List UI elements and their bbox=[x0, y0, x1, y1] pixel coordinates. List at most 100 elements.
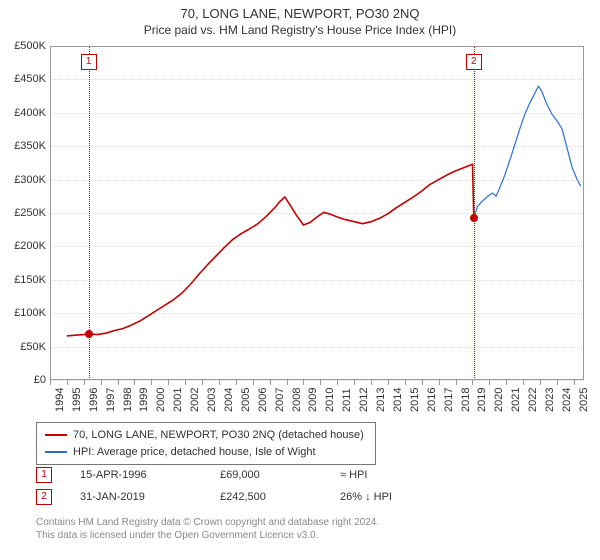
x-tick-mark bbox=[151, 380, 152, 385]
x-tick-mark bbox=[574, 380, 575, 385]
sales-row: 115-APR-1996£69,000≈ HPI bbox=[36, 464, 576, 486]
x-tick-mark bbox=[456, 380, 457, 385]
x-tick-label: 2004 bbox=[223, 388, 235, 412]
x-tick-mark bbox=[388, 380, 389, 385]
y-tick-label: £200K bbox=[2, 240, 46, 252]
x-tick-mark bbox=[439, 380, 440, 385]
x-tick-label: 2022 bbox=[527, 388, 539, 412]
sales-table: 115-APR-1996£69,000≈ HPI231-JAN-2019£242… bbox=[36, 464, 576, 508]
x-tick-label: 2018 bbox=[460, 388, 472, 412]
sale-marker bbox=[85, 330, 93, 338]
x-tick-mark bbox=[134, 380, 135, 385]
gridline-h bbox=[50, 79, 584, 80]
gridline-h bbox=[50, 347, 584, 348]
x-tick-label: 2007 bbox=[274, 388, 286, 412]
y-tick-label: £50K bbox=[2, 341, 46, 353]
gridline-h bbox=[50, 313, 584, 314]
sale-date: 15-APR-1996 bbox=[80, 469, 220, 481]
x-tick-mark bbox=[540, 380, 541, 385]
x-tick-label: 2000 bbox=[155, 388, 167, 412]
x-tick-mark bbox=[422, 380, 423, 385]
x-tick-label: 2019 bbox=[476, 388, 488, 412]
gridline-h bbox=[50, 380, 584, 381]
sale-price: £242,500 bbox=[220, 491, 340, 503]
legend-swatch bbox=[45, 434, 67, 436]
x-tick-label: 2024 bbox=[561, 388, 573, 412]
x-tick-label: 1995 bbox=[71, 388, 83, 412]
x-tick-label: 2020 bbox=[493, 388, 505, 412]
y-tick-label: £250K bbox=[2, 207, 46, 219]
x-tick-mark bbox=[303, 380, 304, 385]
sale-index-badge: 1 bbox=[36, 467, 52, 483]
x-tick-label: 2008 bbox=[291, 388, 303, 412]
x-tick-mark bbox=[202, 380, 203, 385]
x-tick-label: 1999 bbox=[138, 388, 150, 412]
x-tick-mark bbox=[50, 380, 51, 385]
gridline-h bbox=[50, 46, 584, 47]
gridline-h bbox=[50, 180, 584, 181]
x-tick-label: 2025 bbox=[578, 388, 590, 412]
x-tick-mark bbox=[219, 380, 220, 385]
x-tick-mark bbox=[253, 380, 254, 385]
x-tick-mark bbox=[185, 380, 186, 385]
y-tick-label: £450K bbox=[2, 73, 46, 85]
footer-line-1: Contains HM Land Registry data © Crown c… bbox=[36, 516, 576, 529]
x-tick-mark bbox=[84, 380, 85, 385]
sale-marker-dot bbox=[470, 214, 478, 222]
x-tick-label: 2001 bbox=[172, 388, 184, 412]
sale-hpi: ≈ HPI bbox=[340, 469, 460, 481]
legend-swatch bbox=[45, 451, 67, 453]
gridline-h bbox=[50, 146, 584, 147]
legend-label: 70, LONG LANE, NEWPORT, PO30 2NQ (detach… bbox=[73, 427, 364, 444]
sale-hpi: 26% ↓ HPI bbox=[340, 491, 460, 503]
sale-marker-dot bbox=[85, 330, 93, 338]
x-tick-label: 1998 bbox=[122, 388, 134, 412]
x-tick-mark bbox=[168, 380, 169, 385]
x-tick-mark bbox=[405, 380, 406, 385]
x-tick-label: 2015 bbox=[409, 388, 421, 412]
y-tick-label: £350K bbox=[2, 140, 46, 152]
x-tick-label: 2005 bbox=[240, 388, 252, 412]
y-tick-label: £150K bbox=[2, 274, 46, 286]
sale-date: 31-JAN-2019 bbox=[80, 491, 220, 503]
attribution-footer: Contains HM Land Registry data © Crown c… bbox=[36, 516, 576, 542]
x-tick-label: 2003 bbox=[206, 388, 218, 412]
sale-index-badge: 2 bbox=[36, 489, 52, 505]
legend-row: HPI: Average price, detached house, Isle… bbox=[45, 444, 367, 461]
gridline-h bbox=[50, 213, 584, 214]
x-tick-mark bbox=[557, 380, 558, 385]
y-tick-label: £400K bbox=[2, 107, 46, 119]
x-tick-label: 2009 bbox=[307, 388, 319, 412]
y-tick-label: £500K bbox=[2, 40, 46, 52]
y-tick-label: £300K bbox=[2, 174, 46, 186]
x-tick-mark bbox=[337, 380, 338, 385]
x-tick-mark bbox=[506, 380, 507, 385]
gridline-h bbox=[50, 246, 584, 247]
title-block: 70, LONG LANE, NEWPORT, PO30 2NQ Price p… bbox=[0, 0, 600, 38]
chart-container: 70, LONG LANE, NEWPORT, PO30 2NQ Price p… bbox=[0, 0, 600, 560]
x-tick-label: 2016 bbox=[426, 388, 438, 412]
x-tick-label: 2011 bbox=[341, 388, 353, 412]
footer-line-2: This data is licensed under the Open Gov… bbox=[36, 529, 576, 542]
x-tick-label: 1996 bbox=[88, 388, 100, 412]
chart-title: 70, LONG LANE, NEWPORT, PO30 2NQ bbox=[0, 6, 600, 23]
x-tick-label: 2014 bbox=[392, 388, 404, 412]
x-tick-label: 2002 bbox=[189, 388, 201, 412]
x-tick-mark bbox=[270, 380, 271, 385]
chart-subtitle: Price paid vs. HM Land Registry's House … bbox=[0, 23, 600, 39]
x-tick-mark bbox=[101, 380, 102, 385]
plot-area: £0£50K£100K£150K£200K£250K£300K£350K£400… bbox=[50, 46, 584, 380]
y-tick-label: £100K bbox=[2, 307, 46, 319]
legend-row: 70, LONG LANE, NEWPORT, PO30 2NQ (detach… bbox=[45, 427, 367, 444]
x-tick-label: 2010 bbox=[324, 388, 336, 412]
x-tick-mark bbox=[287, 380, 288, 385]
x-tick-label: 1997 bbox=[105, 388, 117, 412]
x-tick-mark bbox=[118, 380, 119, 385]
x-tick-mark bbox=[472, 380, 473, 385]
x-tick-label: 2013 bbox=[375, 388, 387, 412]
gridline-h bbox=[50, 280, 584, 281]
x-tick-mark bbox=[354, 380, 355, 385]
sale-marker bbox=[470, 214, 478, 222]
x-tick-label: 2006 bbox=[257, 388, 269, 412]
x-tick-label: 2017 bbox=[443, 388, 455, 412]
